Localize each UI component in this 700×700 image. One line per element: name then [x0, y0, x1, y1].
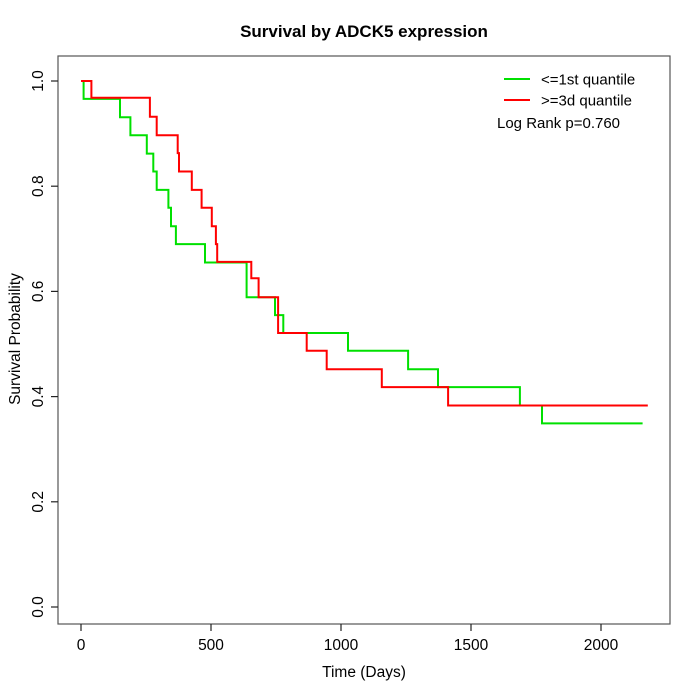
- x-tick-label: 2000: [584, 637, 619, 654]
- x-tick-label: 0: [77, 637, 86, 654]
- legend-label-high-quantile: >=3d quantile: [541, 93, 632, 110]
- x-axis-label: Time (Days): [322, 664, 406, 681]
- y-tick-label: 1.0: [30, 70, 47, 92]
- x-tick-label: 1000: [324, 637, 359, 654]
- plot-box: [57, 55, 671, 625]
- km-curve-ge-3d-quantile: [81, 80, 648, 407]
- y-tick-label: 0.6: [30, 281, 47, 303]
- km-curve-le-1st-quantile: [81, 80, 643, 425]
- y-axis-label: Survival Probability: [7, 273, 24, 405]
- y-tick-label: 0.8: [30, 175, 47, 197]
- legend: <=1st quantile >=3d quantile Log Rank p=…: [497, 72, 635, 133]
- y-tick-label: 0.0: [30, 596, 47, 618]
- x-tick-label: 500: [198, 637, 224, 654]
- y-tick-label: 0.2: [30, 491, 47, 513]
- survival-curves: [81, 80, 648, 425]
- legend-label-low-quantile: <=1st quantile: [541, 72, 635, 89]
- y-tick-label: 0.4: [30, 385, 47, 407]
- log-rank-p-value: Log Rank p=0.760: [497, 115, 620, 132]
- y-axis-ticks: 0.0 0.2 0.4 0.6 0.8 1.0: [30, 70, 58, 618]
- x-axis-ticks: 0 500 1000 1500 2000: [77, 624, 619, 654]
- x-tick-label: 1500: [454, 637, 489, 654]
- chart-title: Survival by ADCK5 expression: [240, 22, 488, 41]
